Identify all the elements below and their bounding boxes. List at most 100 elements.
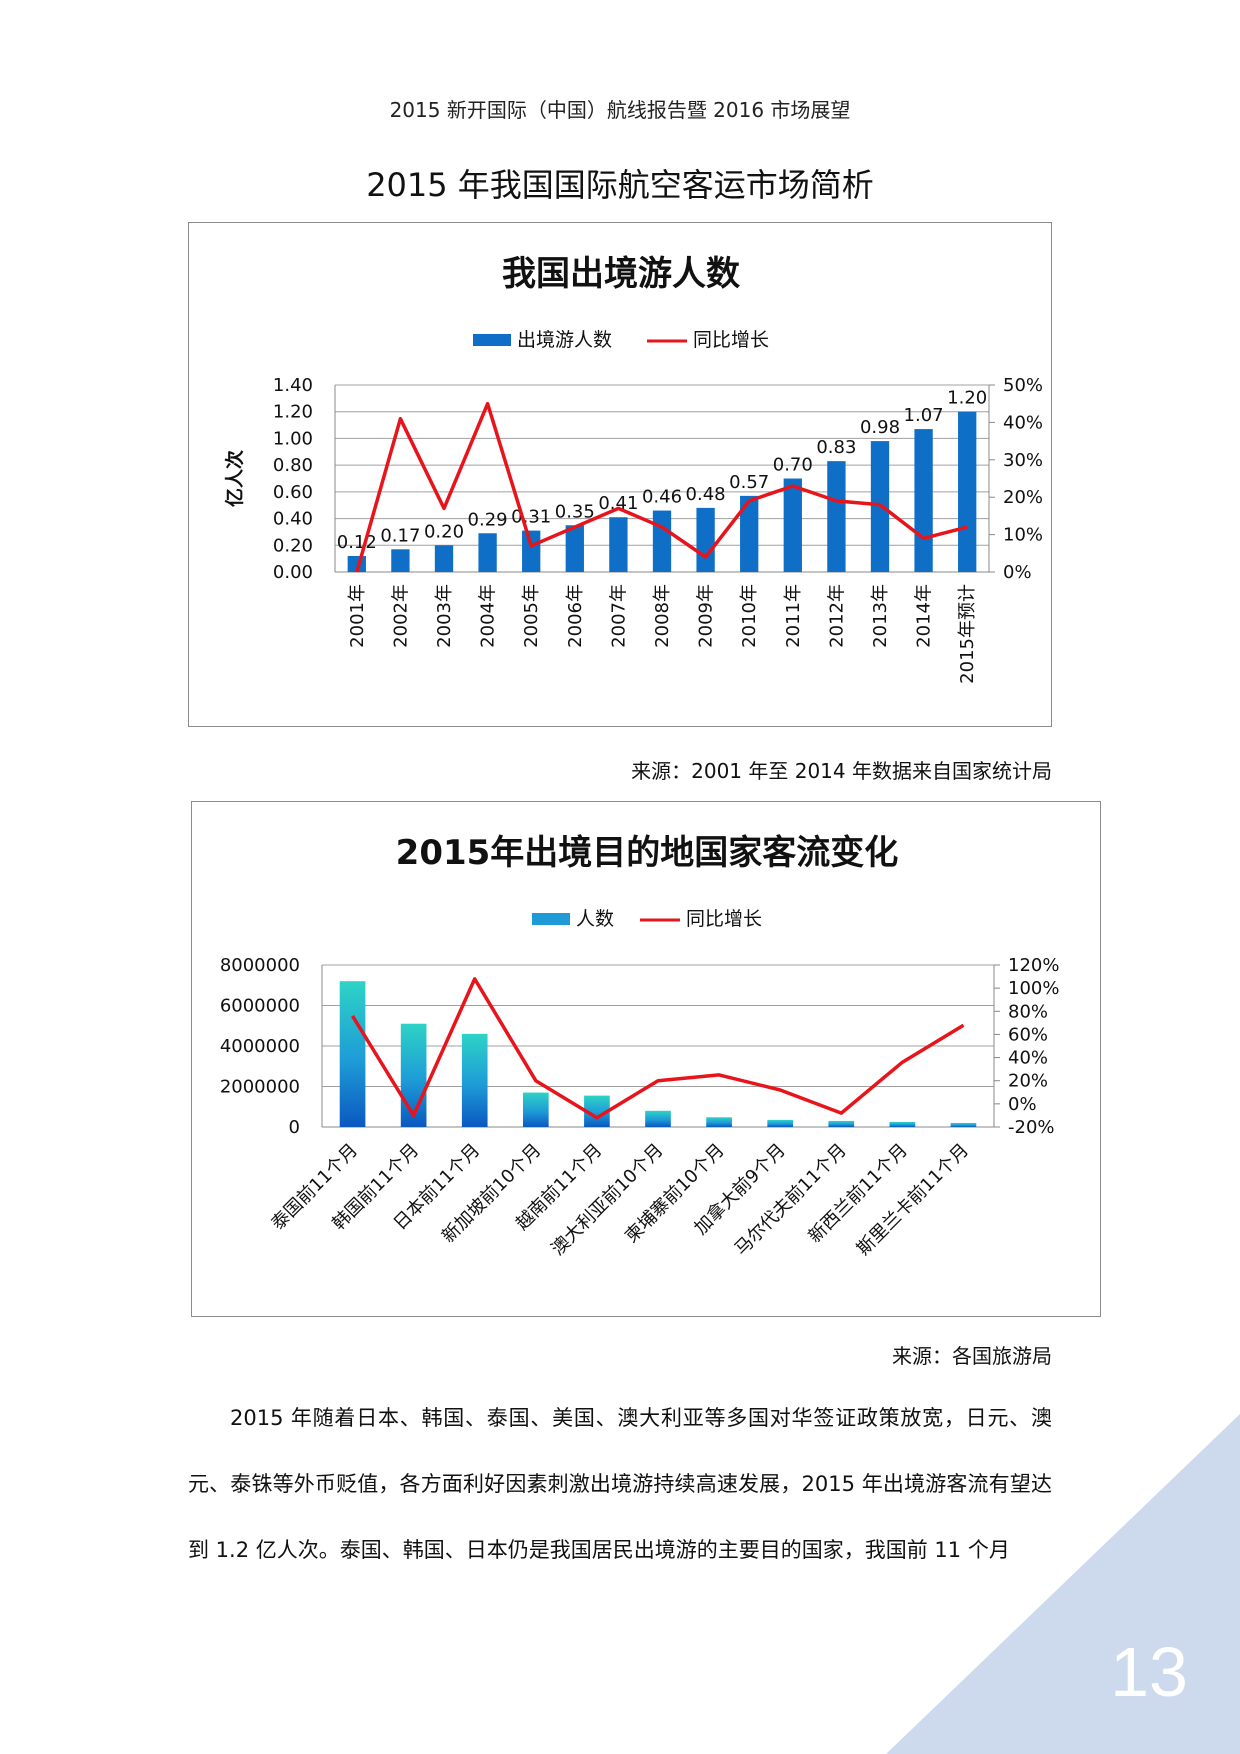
bar: [950, 1122, 977, 1127]
y-tick-label: 8000000: [220, 955, 300, 976]
bar-data-label: 0.98: [860, 417, 900, 438]
bar-data-label: 0.31: [511, 507, 551, 528]
x-tick-label: 斯里兰卡前11个月: [853, 1140, 973, 1260]
chart-title: 我国出境游人数: [502, 254, 740, 294]
x-tick-label: 2013年: [870, 584, 891, 648]
running-header: 2015 新开国际（中国）航线报告暨 2016 市场展望: [389, 98, 851, 122]
bar: [391, 549, 410, 572]
x-tick-label: 2003年: [434, 584, 455, 648]
y-tick-label: 2000000: [220, 1077, 300, 1098]
bar: [609, 517, 628, 572]
y-tick-label: 1.20: [273, 402, 313, 423]
y-tick-label: 0.00: [273, 562, 313, 583]
bar: [400, 1023, 427, 1127]
x-tick-label: 2007年: [608, 584, 629, 648]
x-tick-label: 澳大利亚前10个月: [547, 1140, 667, 1260]
y2-tick-label: 40%: [1003, 412, 1043, 433]
section-title: 2015 年我国国际航空客运市场简析: [366, 166, 874, 204]
bar: [652, 510, 672, 572]
y2-tick-label: 30%: [1003, 450, 1043, 471]
y2-tick-label: 0%: [1003, 562, 1032, 583]
bar: [461, 1033, 488, 1127]
legend-line-label: 同比增长: [686, 908, 762, 930]
y2-tick-label: 80%: [1008, 1001, 1048, 1022]
y-tick-label: 0.40: [273, 509, 313, 530]
x-tick-label: 2009年: [696, 584, 717, 648]
y2-tick-label: 20%: [1008, 1071, 1048, 1092]
y-axis-label: 亿人次: [223, 450, 246, 507]
y-tick-label: 0.60: [273, 482, 313, 503]
legend-bar-swatch: [473, 334, 511, 346]
x-tick-label: 2004年: [478, 584, 499, 648]
y-tick-label: 4000000: [220, 1036, 300, 1057]
bar-data-label: 0.20: [424, 521, 464, 542]
x-tick-label: 2014年: [914, 584, 935, 648]
y2-tick-label: 100%: [1008, 978, 1059, 999]
bar-data-label: 0.41: [598, 493, 638, 514]
outbound-travelers-chart: 我国出境游人数出境游人数 同比增长 0.00 0.20 0.40 0.60 0.80 1.00…: [188, 222, 1052, 727]
y2-tick-label: 40%: [1008, 1048, 1048, 1069]
bar-data-label: 0.17: [380, 525, 420, 546]
legend-bar-label: 出境游人数: [517, 329, 612, 351]
x-tick-label: 2011年: [783, 584, 804, 648]
body-paragraph: 2015 年随着日本、韩国、泰国、美国、澳大利亚等多国对华签证政策放宽，日元、澳…: [188, 1385, 1052, 1583]
y2-tick-label: 60%: [1008, 1024, 1048, 1045]
bar: [783, 478, 802, 572]
x-tick-label: 2015年预计: [957, 584, 978, 684]
bar: [740, 495, 759, 572]
bar: [645, 1110, 671, 1127]
x-tick-label: 2001年: [347, 584, 368, 648]
bar-data-label: 1.20: [947, 388, 987, 409]
y2-tick-label: -20%: [1008, 1117, 1055, 1138]
x-tick-label: 2008年: [652, 584, 673, 648]
bar-data-label: 0.57: [729, 472, 769, 493]
y-tick-label: 0.20: [273, 535, 313, 556]
x-tick-label: 2002年: [390, 584, 411, 648]
bar-data-label: 0.48: [686, 484, 726, 505]
y-tick-label: 0.80: [273, 455, 313, 476]
bar: [478, 533, 497, 572]
legend-line-label: 同比增长: [693, 329, 769, 351]
chart-title: 2015年出境目的地国家客流变化: [396, 833, 899, 873]
bar-data-label: 0.70: [773, 455, 813, 476]
x-tick-label: 马尔代夫前11个月: [731, 1140, 851, 1260]
x-tick-label: 2005年: [521, 584, 542, 648]
bar: [914, 429, 933, 572]
bar-data-label: 0.46: [642, 487, 682, 508]
page-number: 13: [1110, 1633, 1188, 1711]
chart1-source-note: 来源：2001 年至 2014 年数据来自国家统计局: [631, 759, 1052, 783]
y2-tick-label: 0%: [1008, 1094, 1037, 1115]
y2-tick-label: 120%: [1008, 955, 1059, 976]
bar: [565, 525, 584, 572]
bar-data-label: 0.12: [337, 532, 377, 553]
x-tick-label: 2010年: [739, 584, 760, 648]
y-tick-label: 0: [289, 1117, 300, 1138]
y2-tick-label: 10%: [1003, 525, 1043, 546]
bar: [696, 507, 715, 572]
body-text: 2015 年随着日本、韩国、泰国、美国、澳大利亚等多国对华签证政策放宽，日元、澳…: [188, 1406, 1052, 1562]
growth-line: [355, 401, 968, 573]
bar: [958, 411, 977, 572]
y-tick-label: 1.00: [273, 428, 313, 449]
bar-data-label: 0.29: [468, 509, 508, 530]
bar-data-label: 1.07: [904, 405, 944, 426]
y-tick-label: 6000000: [220, 996, 300, 1017]
legend-bar-swatch: [532, 913, 570, 925]
y2-tick-label: 50%: [1003, 375, 1043, 396]
bar-data-label: 0.83: [816, 437, 856, 458]
bar: [522, 530, 541, 572]
y-tick-label: 1.40: [273, 375, 313, 396]
bar: [339, 981, 366, 1127]
x-tick-label: 2012年: [826, 584, 847, 648]
bar: [522, 1092, 549, 1127]
bar: [767, 1119, 794, 1127]
bar: [706, 1117, 732, 1127]
bar: [827, 461, 846, 572]
bar: [828, 1120, 855, 1127]
chart2-source-note: 来源：各国旅游局: [892, 1344, 1052, 1368]
destination-flow-chart: 2015年出境目的地国家客流变化 人数 同比增长 0 2000000 4000000 600…: [191, 801, 1101, 1317]
growth-line: [351, 977, 965, 1120]
